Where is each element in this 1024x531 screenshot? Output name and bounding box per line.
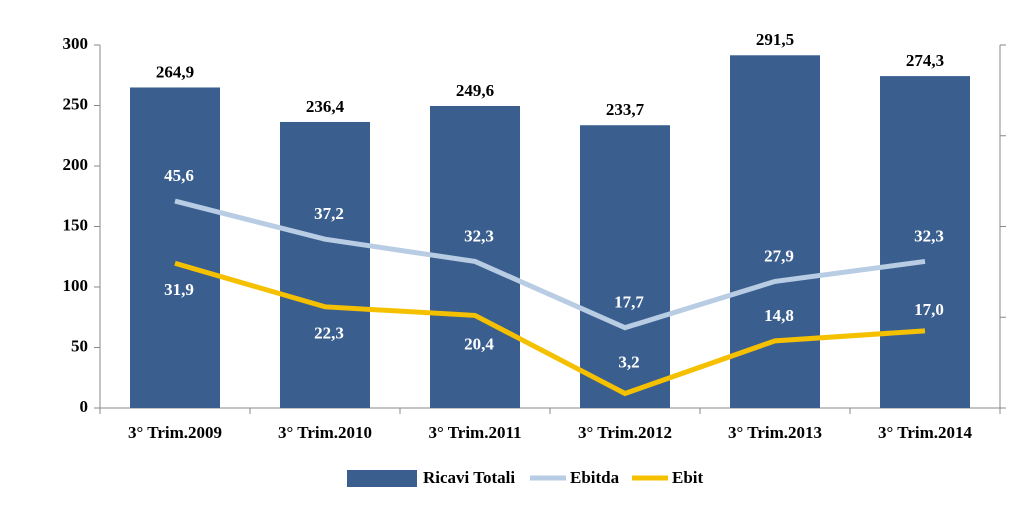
y-tick-label: 250 — [63, 94, 89, 113]
line-value-label: 3,2 — [618, 352, 639, 371]
y-tick-label: 150 — [63, 215, 89, 234]
x-tick-label: 3° Trim.2011 — [428, 423, 521, 442]
legend-label: Ebitda — [570, 468, 620, 487]
bar-value-label: 233,7 — [606, 100, 645, 119]
line — [174, 198, 926, 331]
bar — [730, 55, 820, 408]
x-tick-label: 3° Trim.2013 — [728, 423, 822, 442]
y-tick-label: 0 — [80, 397, 89, 416]
line — [174, 260, 926, 397]
bar-value-label: 236,4 — [306, 97, 345, 116]
line-value-label: 17,7 — [614, 293, 644, 312]
y-tick-label: 200 — [63, 155, 89, 174]
line-value-label: 32,3 — [464, 226, 494, 245]
legend-label: Ricavi Totali — [423, 468, 515, 487]
x-tick-label: 3° Trim.2010 — [278, 423, 372, 442]
y-tick-label: 100 — [63, 276, 89, 295]
bar — [580, 125, 670, 409]
bar-value-label: 274,3 — [906, 51, 944, 70]
bar-value-label: 264,9 — [156, 62, 194, 81]
legend-swatch — [347, 470, 417, 487]
line-value-label: 37,2 — [314, 204, 344, 223]
line-value-label: 17,0 — [914, 300, 944, 319]
line-value-label: 14,8 — [764, 306, 794, 325]
line-value-label: 45,6 — [164, 166, 194, 185]
x-tick-label: 3° Trim.2012 — [578, 423, 672, 442]
y-tick-label: 300 — [63, 34, 89, 53]
bar — [280, 121, 370, 409]
line-value-label: 27,9 — [764, 246, 794, 265]
bar-value-label: 249,6 — [456, 81, 494, 100]
bar — [880, 76, 970, 409]
legend-label: Ebit — [672, 468, 704, 487]
line-value-label: 20,4 — [464, 334, 494, 353]
line-value-label: 22,3 — [314, 324, 344, 343]
bar — [130, 87, 220, 408]
line-value-label: 32,3 — [914, 226, 944, 245]
bar-value-label: 291,5 — [756, 30, 794, 49]
x-tick-label: 3° Trim.2009 — [128, 423, 222, 442]
y-tick-label: 50 — [71, 336, 88, 355]
line-value-label: 31,9 — [164, 280, 194, 299]
x-tick-label: 3° Trim.2014 — [878, 423, 972, 442]
